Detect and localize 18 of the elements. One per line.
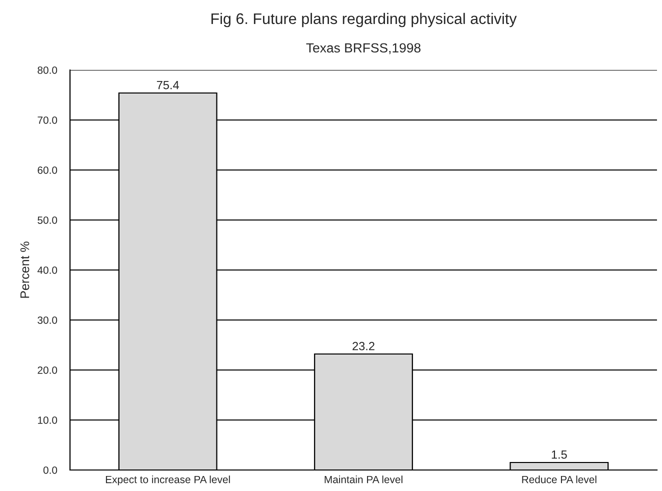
x-tick-label: Reduce PA level [522,476,596,484]
y-tick-label: 60.0 [38,166,58,174]
chart-subtitle: Texas BRFSS,1998 [306,43,420,54]
y-tick-label: 50.0 [38,216,58,224]
y-tick-label: 0.0 [43,466,58,474]
y-tick-label: 10.0 [38,416,58,424]
x-tick-label: Expect to increase PA level [106,476,230,486]
chart-title: Fig 6. Future plans regarding physical activity [211,12,517,28]
data-label: 23.2 [352,342,374,350]
y-tick-label: 80.0 [38,66,58,74]
x-tick-label: Maintain PA level [324,476,402,484]
data-label: 75.4 [156,81,179,90]
y-tick-label: 30.0 [38,316,58,324]
y-axis-title: Percent % [20,242,30,298]
data-label: 1.5 [552,450,567,459]
y-tick-label: 70.0 [38,116,58,124]
y-tick-label: 40.0 [37,266,58,274]
y-tick-label: 20.0 [38,366,58,374]
